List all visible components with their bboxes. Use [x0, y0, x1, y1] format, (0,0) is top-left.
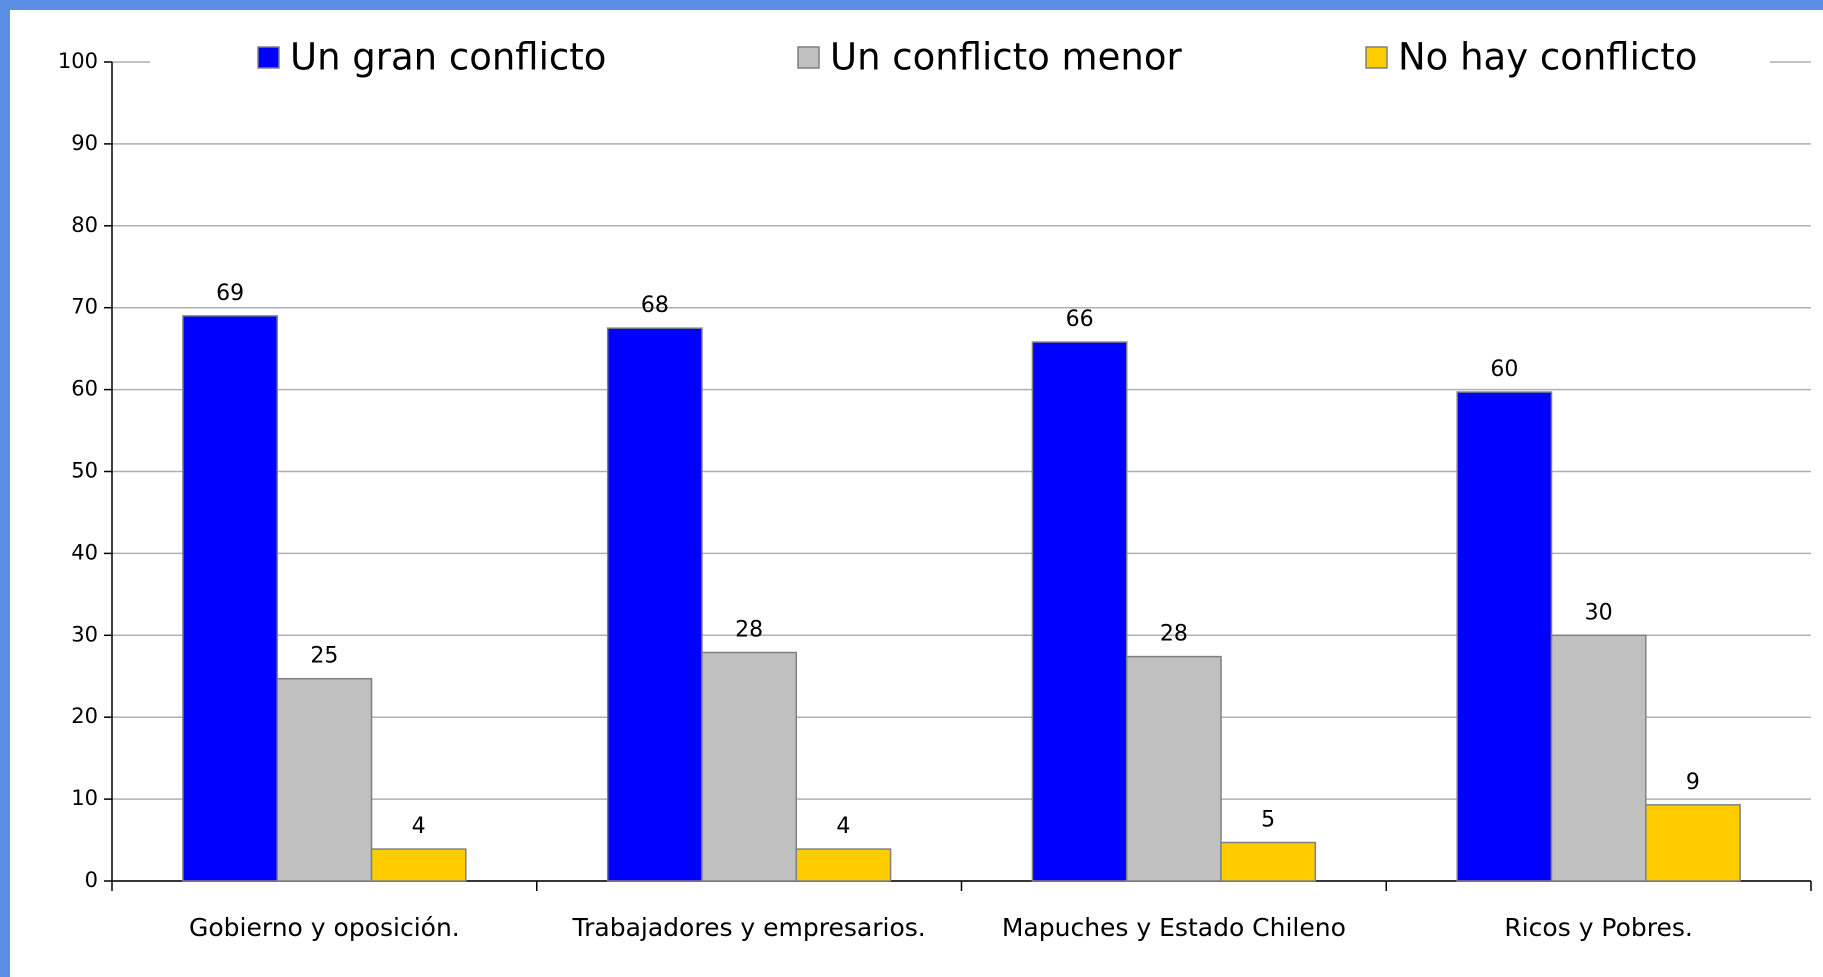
y-tick-label: 20 [71, 704, 98, 728]
data-label: 5 [1261, 808, 1275, 833]
legend-label: Un gran conflicto [290, 36, 606, 79]
data-label: 68 [641, 293, 669, 318]
bar [1031, 341, 1128, 882]
y-tick-label: 10 [71, 786, 98, 810]
data-label: 25 [310, 644, 338, 669]
legend-label: No hay conflicto [1398, 36, 1697, 79]
data-label: 4 [412, 814, 426, 839]
y-tick-label: 30 [71, 622, 98, 646]
y-tick-label: 80 [71, 213, 98, 237]
bar [1125, 655, 1222, 882]
bar [276, 677, 373, 882]
y-tick-label: 0 [85, 868, 98, 892]
x-tick-label: Ricos y Pobres. [1504, 913, 1693, 942]
legend-swatch [797, 46, 820, 69]
frame-left [0, 0, 10, 977]
bar [701, 651, 798, 882]
bar [1456, 391, 1553, 882]
legend-label: Un conflicto menor [830, 36, 1182, 79]
x-tick-label: Trabajadores y empresarios. [572, 913, 926, 942]
y-tick-label: 100 [58, 49, 98, 73]
y-tick-label: 50 [71, 459, 98, 483]
bar [606, 327, 703, 882]
y-tick-label: 70 [71, 295, 98, 319]
legend-swatch [257, 46, 280, 69]
data-label: 30 [1585, 600, 1613, 625]
frame-top [0, 0, 1823, 10]
y-tick-label: 90 [71, 131, 98, 155]
bar [1645, 804, 1741, 882]
data-label: 69 [216, 281, 244, 306]
bar [182, 315, 278, 882]
legend-swatch [1365, 46, 1388, 69]
data-label: 9 [1686, 770, 1700, 795]
data-label: 66 [1066, 307, 1094, 332]
y-tick-label: 60 [71, 377, 98, 401]
bar [795, 848, 892, 882]
data-label: 28 [1160, 622, 1188, 647]
data-label: 28 [735, 617, 763, 642]
data-label: 60 [1490, 357, 1518, 382]
y-tick-label: 40 [71, 540, 98, 564]
bar [1220, 841, 1317, 882]
bar [370, 848, 467, 882]
bar [1550, 634, 1647, 882]
data-label: 4 [836, 814, 850, 839]
x-tick-label: Gobierno y oposición. [189, 913, 460, 942]
x-tick-label: Mapuches y Estado Chileno [1002, 913, 1346, 942]
legend-box [150, 34, 1770, 84]
